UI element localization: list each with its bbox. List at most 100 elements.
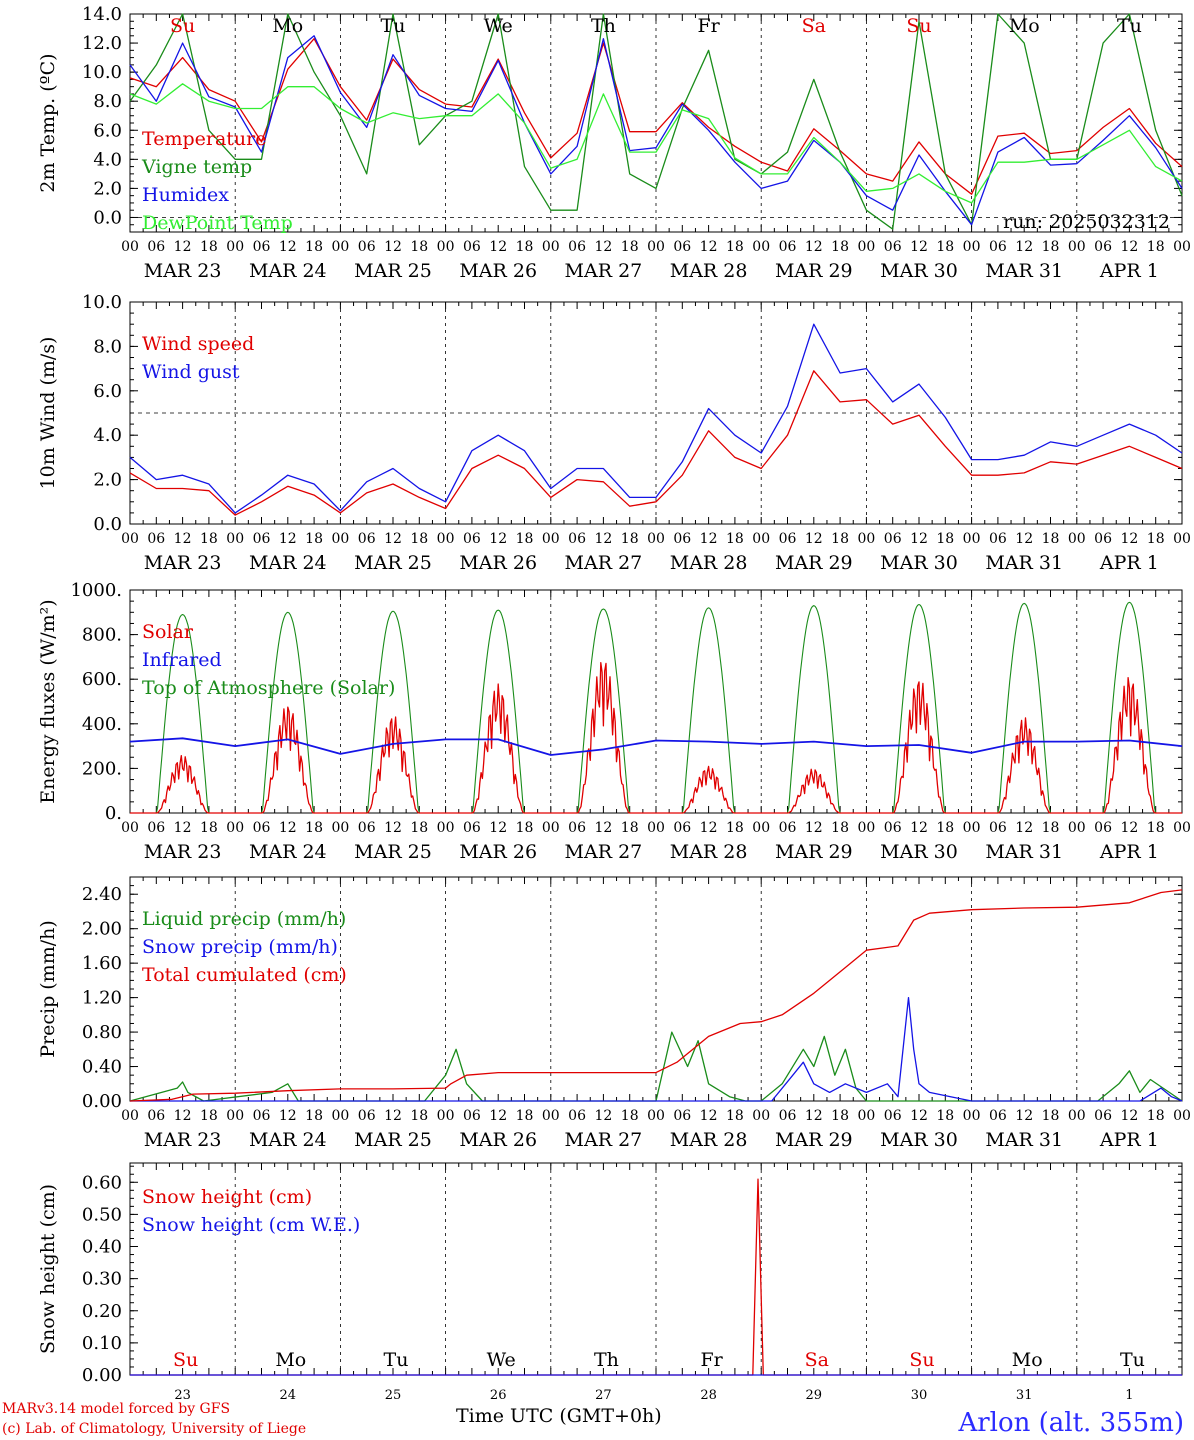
hour-tick-label: 18 <box>410 531 428 547</box>
hour-tick-label: 18 <box>305 820 323 836</box>
date-label: MAR 30 <box>880 1129 958 1151</box>
station-name: Arlon (alt. 355m) <box>958 1408 1184 1438</box>
y-tick-label: 0. <box>105 803 122 824</box>
hour-tick-label: 06 <box>358 531 376 547</box>
hour-tick-label: 12 <box>805 1108 823 1124</box>
y-tick-label: 2.40 <box>82 884 122 905</box>
date-label: MAR 26 <box>459 841 537 863</box>
series-line <box>129 323 1183 514</box>
hour-tick-label: 18 <box>516 1108 534 1124</box>
y-tick-label: 8.0 <box>93 336 122 357</box>
hour-tick-label: 00 <box>1173 820 1191 836</box>
y-tick-label: 0.30 <box>82 1269 122 1290</box>
hour-tick-label: 06 <box>673 531 691 547</box>
hour-tick-label: 12 <box>384 531 402 547</box>
hour-tick-label: 00 <box>331 820 349 836</box>
weekday-label: Mo <box>275 1349 306 1371</box>
hour-tick-label: 06 <box>463 239 481 255</box>
hour-tick-label: 12 <box>1120 531 1138 547</box>
hour-tick-label: 06 <box>1094 1108 1112 1124</box>
y-tick-label: 1.20 <box>82 988 122 1009</box>
hour-tick-label: 06 <box>568 820 586 836</box>
hour-tick-label: 18 <box>726 531 744 547</box>
day-number-label: 28 <box>700 1388 717 1403</box>
hour-tick-label: 12 <box>279 820 297 836</box>
legend-entry: Total cumulated (cm) <box>142 964 347 986</box>
y-tick-label: 200. <box>82 758 122 779</box>
legend-entry: Wind speed <box>142 333 254 355</box>
hour-tick-label: 00 <box>437 531 455 547</box>
legend-entry: Vigne temp <box>141 156 252 178</box>
hour-tick-label: 06 <box>989 820 1007 836</box>
hour-tick-label: 12 <box>700 820 718 836</box>
y-tick-label: 4.0 <box>93 425 122 446</box>
hour-tick-label: 00 <box>857 1108 875 1124</box>
weekday-label: Su <box>906 15 931 37</box>
weekday-label: Mo <box>1009 15 1040 37</box>
weekday-label: We <box>484 15 513 37</box>
hour-tick-label: 18 <box>200 1108 218 1124</box>
hour-tick-label: 06 <box>884 820 902 836</box>
hour-tick-label: 06 <box>779 820 797 836</box>
date-label: MAR 29 <box>775 552 853 574</box>
date-label: APR 1 <box>1099 841 1159 863</box>
date-label: MAR 28 <box>670 260 748 282</box>
hour-tick-label: 12 <box>805 239 823 255</box>
hour-tick-label: 06 <box>253 531 271 547</box>
series-line <box>129 889 1183 1102</box>
plot-frame <box>129 301 1183 525</box>
hour-tick-label: 06 <box>989 531 1007 547</box>
weekday-label: Th <box>591 15 616 37</box>
hour-tick-label: 18 <box>516 239 534 255</box>
hour-tick-label: 06 <box>884 1108 902 1124</box>
y-tick-label: 0.80 <box>82 1022 122 1043</box>
date-label: MAR 23 <box>144 260 222 282</box>
hour-tick-label: 00 <box>647 820 665 836</box>
hour-tick-label: 00 <box>857 820 875 836</box>
panel-1: 0.0 2.0 4.0 6.0 8.0 10.0 12.0 14.0 2m Temp. (ºC)… <box>37 4 1191 282</box>
hour-tick-label: 00 <box>1068 820 1086 836</box>
hour-tick-label: 06 <box>989 1108 1007 1124</box>
y-tick-label: 0.0 <box>93 207 122 228</box>
hour-tick-label: 18 <box>831 239 849 255</box>
hour-tick-label: 06 <box>463 1108 481 1124</box>
hour-tick-label: 00 <box>752 531 770 547</box>
y-tick-label: 1000. <box>70 580 122 601</box>
hour-tick-label: 18 <box>831 820 849 836</box>
hour-tick-label: 12 <box>174 1108 192 1124</box>
hour-tick-label: 06 <box>673 1108 691 1124</box>
hour-tick-label: 06 <box>1094 820 1112 836</box>
y-axis-label: Precip (mm/h) <box>37 920 59 1058</box>
date-label: MAR 25 <box>354 260 432 282</box>
hour-tick-label: 00 <box>1173 239 1191 255</box>
hour-tick-label: 18 <box>936 239 954 255</box>
hour-tick-label: 12 <box>700 1108 718 1124</box>
hour-tick-label: 06 <box>463 531 481 547</box>
hour-tick-label: 12 <box>910 1108 928 1124</box>
y-tick-label: 1.60 <box>82 953 122 974</box>
run-label: run: 2025032312 <box>1003 211 1170 233</box>
date-label: MAR 23 <box>144 552 222 574</box>
y-tick-label: 0.20 <box>82 1301 122 1322</box>
hour-tick-label: 00 <box>963 531 981 547</box>
hour-tick-label: 18 <box>621 1108 639 1124</box>
legend-entry: Snow height (cm W.E.) <box>142 1214 360 1236</box>
date-label: MAR 28 <box>670 841 748 863</box>
y-tick-label: 0.0 <box>93 514 122 535</box>
hour-tick-label: 12 <box>1015 1108 1033 1124</box>
hour-tick-label: 00 <box>121 531 139 547</box>
hour-tick-label: 12 <box>489 1108 507 1124</box>
date-label: MAR 30 <box>880 552 958 574</box>
hour-tick-label: 00 <box>1068 239 1086 255</box>
weekday-label: Su <box>909 1349 934 1371</box>
hour-tick-label: 18 <box>516 820 534 836</box>
date-label: MAR 30 <box>880 260 958 282</box>
legend-entry: Solar <box>142 621 194 643</box>
weekday-label: Tu <box>1117 15 1142 37</box>
y-axis-label: 2m Temp. (ºC) <box>37 53 59 192</box>
hour-tick-label: 00 <box>857 531 875 547</box>
day-number-label: 25 <box>385 1388 402 1403</box>
hour-tick-label: 06 <box>779 531 797 547</box>
hour-tick-label: 18 <box>1042 1108 1060 1124</box>
